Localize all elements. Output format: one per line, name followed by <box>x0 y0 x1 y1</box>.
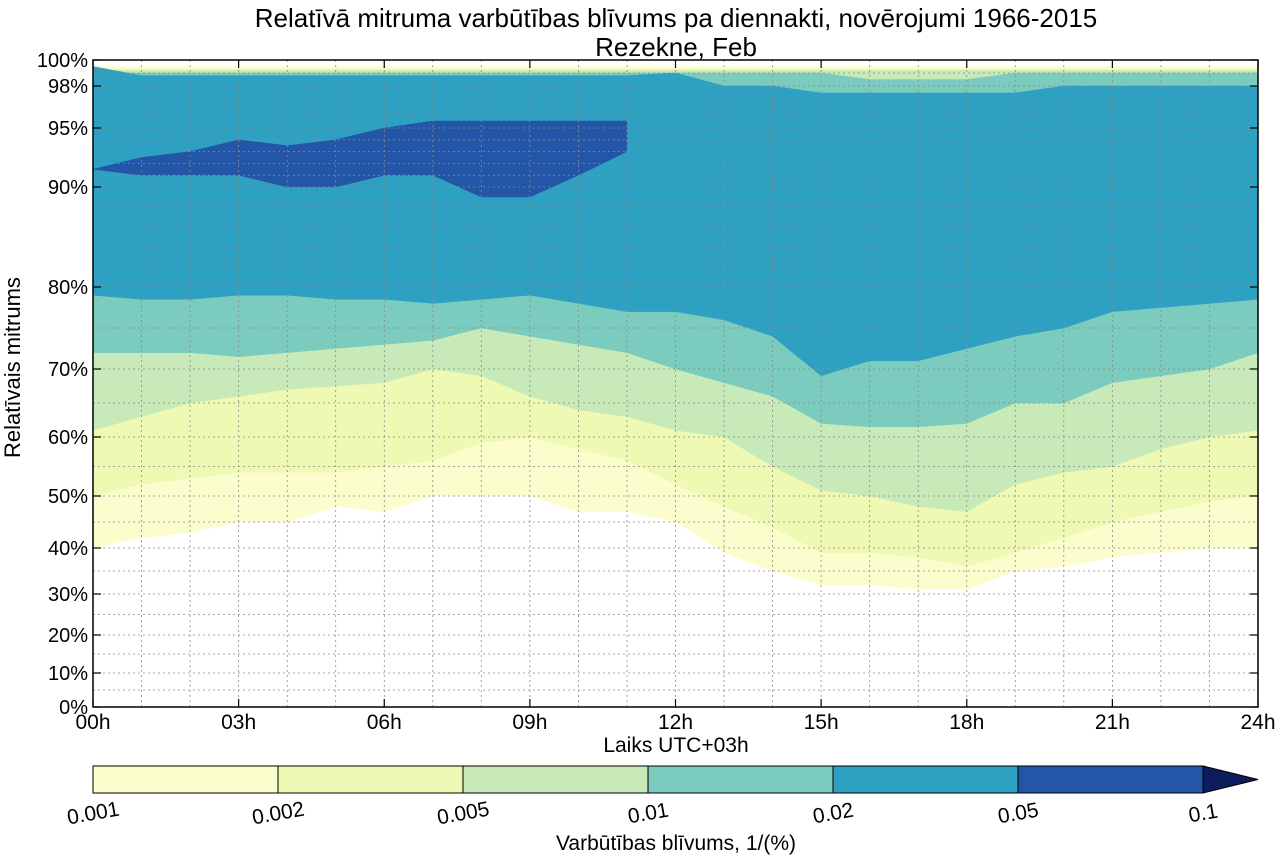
grid-lines <box>93 60 1258 707</box>
colorbar-segment <box>92 765 279 794</box>
colorbar-tick-label: 0.002 <box>250 798 306 830</box>
colorbar-tick-label: 0.1 <box>1187 800 1220 828</box>
y-tick-label: 90% <box>48 177 88 199</box>
x-tick-label: 18h <box>949 711 984 734</box>
y-tick-label: 10% <box>48 663 88 685</box>
y-tick-label: 20% <box>48 625 88 647</box>
y-axis-ticks: 0% 10% 20% 30% 40% 50% 60% 70% 80% 90% 95% 98% 100% <box>37 50 1258 719</box>
x-tick-label: 06h <box>367 711 402 734</box>
y-tick-label: 70% <box>48 359 88 381</box>
colorbar: 0.001 0.002 0.005 0.01 0.02 0.05 0.1 <box>65 765 1259 830</box>
x-tick-label: 15h <box>804 711 839 734</box>
x-tick-label: 00h <box>75 711 110 734</box>
colorbar-segment <box>647 765 834 794</box>
colorbar-tick-label: 0.001 <box>65 798 121 830</box>
y-tick-label: 30% <box>48 584 88 606</box>
x-tick-label: 12h <box>658 711 693 734</box>
y-tick-label: 40% <box>48 538 88 560</box>
x-tick-label: 21h <box>1095 711 1130 734</box>
colorbar-tick-label: 0.02 <box>811 799 855 829</box>
chart-title: Relatīvā mitruma varbūtības blīvums pa d… <box>254 3 1098 33</box>
colorbar-tick-label: 0.05 <box>996 799 1040 829</box>
colorbar-segment <box>1017 765 1204 794</box>
colorbar-label: Varbūtības blīvums, 1/(%) <box>555 832 797 855</box>
x-tick-label: 24h <box>1240 711 1275 734</box>
colorbar-segment <box>277 765 464 794</box>
y-tick-label: 0% <box>59 697 88 719</box>
y-tick-label: 95% <box>48 118 88 140</box>
x-axis-label: Laiks UTC+03h <box>603 734 749 757</box>
colorbar-tick-label: 0.01 <box>626 799 670 829</box>
x-tick-label: 03h <box>221 711 256 734</box>
x-tick-label: 09h <box>512 711 547 734</box>
y-tick-label: 100% <box>37 50 88 72</box>
y-tick-label: 60% <box>48 427 88 449</box>
y-tick-label: 50% <box>48 486 88 508</box>
colorbar-extend-arrow <box>1202 765 1259 794</box>
colorbar-segment <box>462 765 649 794</box>
colorbar-tick-label: 0.005 <box>435 798 491 830</box>
chart-subtitle: Rezekne, Feb <box>595 32 757 62</box>
x-axis-ticks: 00h 03h 06h 09h 12h 15h 18h 21h 24h <box>75 60 1276 734</box>
y-tick-label: 80% <box>48 277 88 299</box>
y-tick-label: 98% <box>48 76 88 98</box>
colorbar-segment <box>832 765 1019 794</box>
